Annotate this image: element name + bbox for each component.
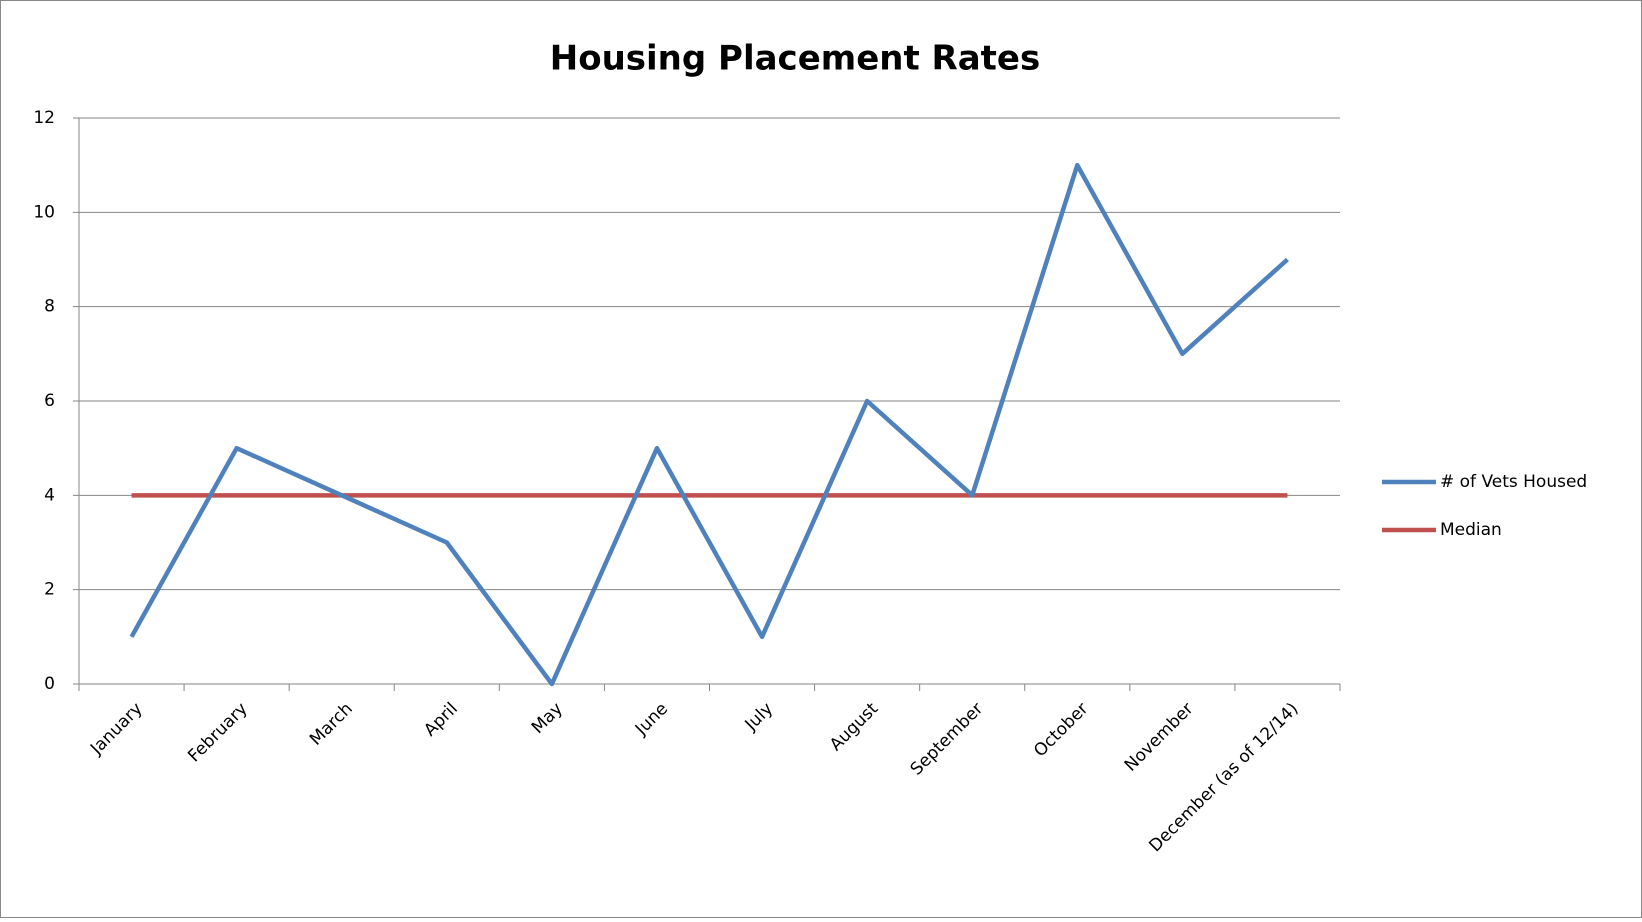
y-tick-label: 10 xyxy=(33,202,55,222)
y-tick-label: 0 xyxy=(44,674,55,694)
y-tick-label: 8 xyxy=(44,297,55,317)
series-line xyxy=(129,162,1289,687)
chart-title: Housing Placement Rates xyxy=(550,39,1040,79)
y-tick-label: 2 xyxy=(44,580,55,600)
y-tick-label: 6 xyxy=(44,391,55,411)
y-tick-label: 4 xyxy=(44,485,55,505)
legend-label: # of Vets Housed xyxy=(1440,472,1587,492)
legend-label: Median xyxy=(1440,520,1502,540)
y-tick-label: 12 xyxy=(33,108,55,128)
